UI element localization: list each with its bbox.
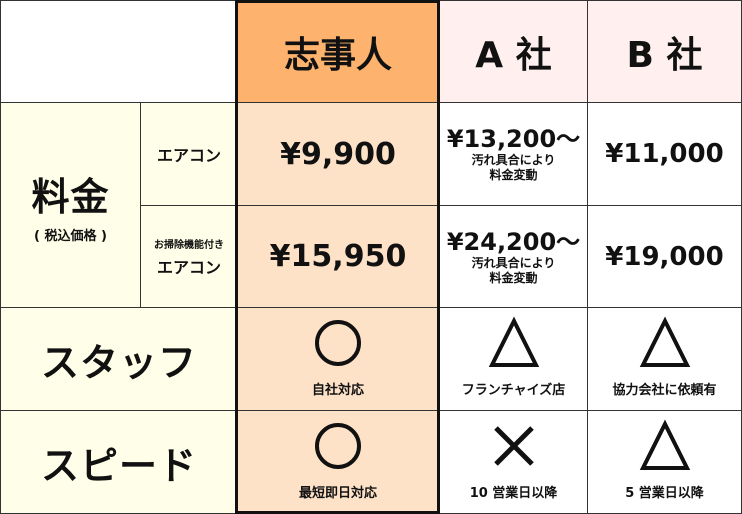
- price-label: 料金: [31, 175, 110, 219]
- price-sublabel: ( 税込価格 ): [34, 229, 107, 244]
- type-prefix: お掃除機能付き: [154, 239, 224, 251]
- staff-label: スタッフ: [40, 340, 197, 385]
- triangle-icon: [639, 316, 690, 367]
- main-price-1: ¥9,900: [236, 102, 440, 206]
- staff-main-text: 自社対応: [311, 382, 364, 398]
- speed-a-text: 10 営業日以降: [469, 485, 558, 501]
- speed-label-cell: スピード: [0, 410, 238, 514]
- header-b-label: B 社: [626, 34, 703, 76]
- type-cell-2: お掃除機能付き エアコン: [140, 205, 238, 308]
- staff-main: 自社対応: [236, 307, 440, 411]
- staff-label-cell: スタッフ: [0, 307, 238, 411]
- staff-a-text: フランチャイズ店: [461, 382, 566, 398]
- cross-icon: [493, 425, 534, 466]
- circle-icon: [315, 319, 361, 366]
- triangle-icon: [639, 419, 690, 470]
- price-label-cell: 料金 ( 税込価格 ): [0, 102, 141, 308]
- speed-main: 最短即日対応: [236, 410, 440, 514]
- price-note: 料金変動: [489, 168, 538, 182]
- speed-main-text: 最短即日対応: [298, 485, 377, 501]
- price-note: 汚れ具合により: [471, 255, 556, 270]
- speed-a: 10 営業日以降: [439, 410, 588, 514]
- price-note: 汚れ具合により: [471, 153, 556, 167]
- speed-label: スピード: [40, 443, 197, 488]
- a-price-1: ¥13,200～ 汚れ具合により 料金変動: [439, 102, 588, 206]
- price-value: ¥19,000: [605, 241, 724, 272]
- header-a-label: A 社: [475, 34, 552, 76]
- b-price-1: ¥11,000: [587, 102, 742, 206]
- price-value: ¥24,200～: [446, 227, 581, 256]
- header-main: 志事人: [236, 0, 440, 103]
- price-value: ¥15,950: [269, 239, 407, 274]
- price-note: 料金変動: [489, 270, 538, 285]
- header-a: A 社: [439, 0, 588, 103]
- type-label: エアコン: [156, 257, 221, 277]
- main-price-2: ¥15,950: [236, 205, 440, 308]
- corner-cell: [0, 0, 238, 103]
- price-value: ¥13,200～: [446, 125, 581, 153]
- price-value: ¥9,900: [280, 136, 396, 172]
- staff-b-text: 協力会社に依頼有: [612, 382, 717, 398]
- staff-a: フランチャイズ店: [439, 307, 588, 411]
- triangle-icon: [488, 316, 539, 367]
- staff-b: 協力会社に依頼有: [587, 307, 742, 411]
- b-price-2: ¥19,000: [587, 205, 742, 308]
- a-price-2: ¥24,200～ 汚れ具合により 料金変動: [439, 205, 588, 308]
- price-value: ¥11,000: [605, 139, 724, 169]
- type-cell-1: エアコン: [140, 102, 238, 206]
- type-label: エアコン: [156, 146, 221, 165]
- header-main-label: 志事人: [283, 34, 392, 76]
- circle-icon: [315, 422, 361, 469]
- header-b: B 社: [587, 0, 742, 103]
- speed-b-text: 5 営業日以降: [625, 485, 704, 501]
- speed-b: 5 営業日以降: [587, 410, 742, 514]
